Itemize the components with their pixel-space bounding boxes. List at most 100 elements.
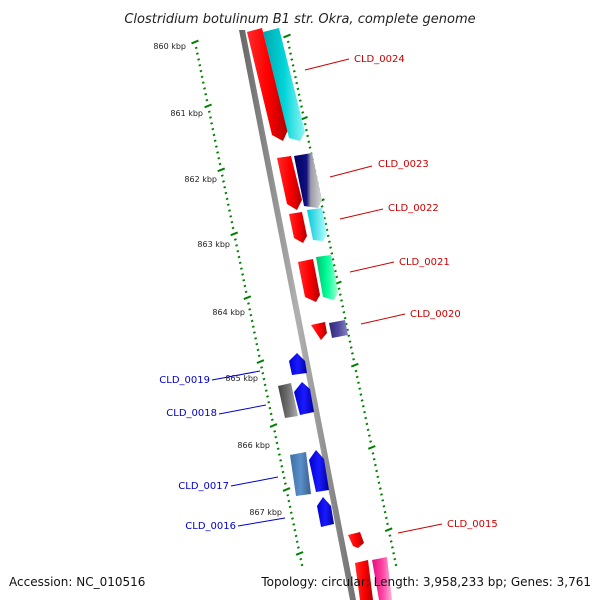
gene-cld-0023-red[interactable] [277,156,302,210]
outer-tick-minor [320,205,324,208]
tick-label-861: 861 kbp [170,109,203,118]
label-cld-0016[interactable]: CLD_0016 [185,521,236,532]
gene-cld-0024-cyan[interactable] [263,28,305,141]
kbp-tick-minor [226,203,230,207]
kbp-tick-minor [251,325,255,329]
kbp-tick-major [269,423,278,428]
outer-tick-minor [331,258,335,261]
kbp-tick-minor [283,482,287,485]
kbp-tick-minor [286,493,290,497]
outer-tick-minor [341,305,345,308]
kbp-tick-minor [211,127,215,131]
outer-tick-minor [338,293,342,296]
kbp-tick-minor [233,238,237,241]
kbp-tick-minor [256,348,260,352]
kbp-tick-minor [197,58,201,61]
gene-cld-0017-steel[interactable] [290,452,311,496]
gene-cld-0015-red-2[interactable] [355,560,373,600]
kbp-tick-minor [281,470,285,474]
kbp-tick-minor [273,430,277,433]
gene-cld-0019[interactable] [289,353,307,375]
gene-cld-0021-green[interactable] [316,255,338,300]
outer-tick-minor [372,457,376,461]
label-cld-0021[interactable]: CLD_0021 [399,257,450,268]
kbp-tick-minor [252,331,256,334]
outer-tick-minor [365,422,369,426]
kbp-tick-minor [268,406,272,410]
kbp-tick-minor [276,447,280,451]
gene-cld-0015-red[interactable] [348,532,364,548]
kbp-tick-minor [217,156,221,160]
kbp-tick-minor [231,226,235,230]
forward-genes [247,28,392,600]
outer-tick-minor [358,387,362,390]
kbp-tick-minor [242,278,246,282]
gene-cld-0021-red[interactable] [298,259,320,302]
gene-cld-0017-blue[interactable] [309,450,329,492]
label-cld-0015[interactable]: CLD_0015 [447,519,498,530]
gene-cld-0023-navy[interactable] [294,153,322,208]
kbp-tick-minor [262,377,266,381]
map-title: Clostridium botulinum B1 str. Okra, comp… [124,12,475,27]
outer-tick-minor [335,275,339,279]
kbp-tick-minor [225,197,229,201]
gene-cld-0015-pink[interactable] [372,557,392,600]
kbp-tick-minor [200,75,204,79]
outer-tick-minor [332,263,336,267]
kbp-tick-minor [280,464,284,468]
outer-tick-minor [393,557,397,561]
gene-cld-0016[interactable] [317,497,334,527]
outer-tick-minor [329,246,333,249]
outer-tick-minor [363,410,366,414]
kbp-tick-minor [282,476,286,480]
kbp-tick-minor [295,540,299,544]
label-cld-0020[interactable]: CLD_0020 [410,309,461,320]
kbp-labels: 860 kbp 861 kbp 862 kbp 863 kbp 864 kbp … [153,42,282,517]
kbp-tick-minor [237,255,241,259]
kbp-tick-minor [250,319,254,323]
label-cld-0024[interactable]: CLD_0024 [354,54,405,65]
outer-tick-minor [340,299,343,302]
gene-cld-0018-gray[interactable] [278,383,298,418]
kbp-tick-minor [300,563,304,567]
label-cld-0019[interactable]: CLD_0019 [159,375,210,386]
kbp-tick-minor [267,400,271,404]
kbp-tick-minor [218,162,222,166]
gene-cld-0024-red[interactable] [247,28,288,141]
outer-tick-minor [389,540,393,543]
outer-tick-minor [301,111,305,114]
kbp-tick-minor [289,511,293,514]
kbp-tick-minor [198,63,202,67]
outer-tick-minor [361,405,365,408]
outer-tick-minor [392,551,396,555]
outer-tick-minor [369,440,373,443]
reverse-labels: CLD_0019 CLD_0018 CLD_0017 CLD_0016 [159,370,286,532]
label-cld-0022[interactable]: CLD_0022 [388,203,439,214]
outer-tick-minor [388,534,392,537]
kbp-tick-minor [229,215,233,218]
kbp-tick-major [295,551,304,556]
outer-tick-minor [381,499,385,502]
kbp-tick-minor [194,46,198,50]
gene-cld-0018-blue[interactable] [294,382,314,415]
kbp-tick-minor [238,261,242,265]
kbp-tick-minor [275,441,279,445]
label-cld-0017[interactable]: CLD_0017 [178,481,229,492]
tick-label-864: 864 kbp [212,308,245,317]
kbp-tick-minor [230,220,234,224]
outer-tick-major [367,445,376,450]
outer-tick-minor [292,69,296,73]
label-cld-0023[interactable]: CLD_0023 [378,159,429,170]
outer-tick-minor [333,269,337,273]
gene-cld-0022-cyan[interactable] [307,208,327,241]
kbp-tick-minor [216,151,220,154]
gene-cld-0020-red[interactable] [311,322,327,340]
outer-tick-minor [298,99,302,102]
tick-label-863: 863 kbp [197,240,230,249]
outer-tick-minor [383,510,387,514]
label-cld-0018[interactable]: CLD_0018 [166,408,217,419]
gene-cld-0022-red[interactable] [289,212,307,243]
gene-cld-0020-purple[interactable] [329,320,348,338]
kbp-tick-minor [257,354,261,358]
